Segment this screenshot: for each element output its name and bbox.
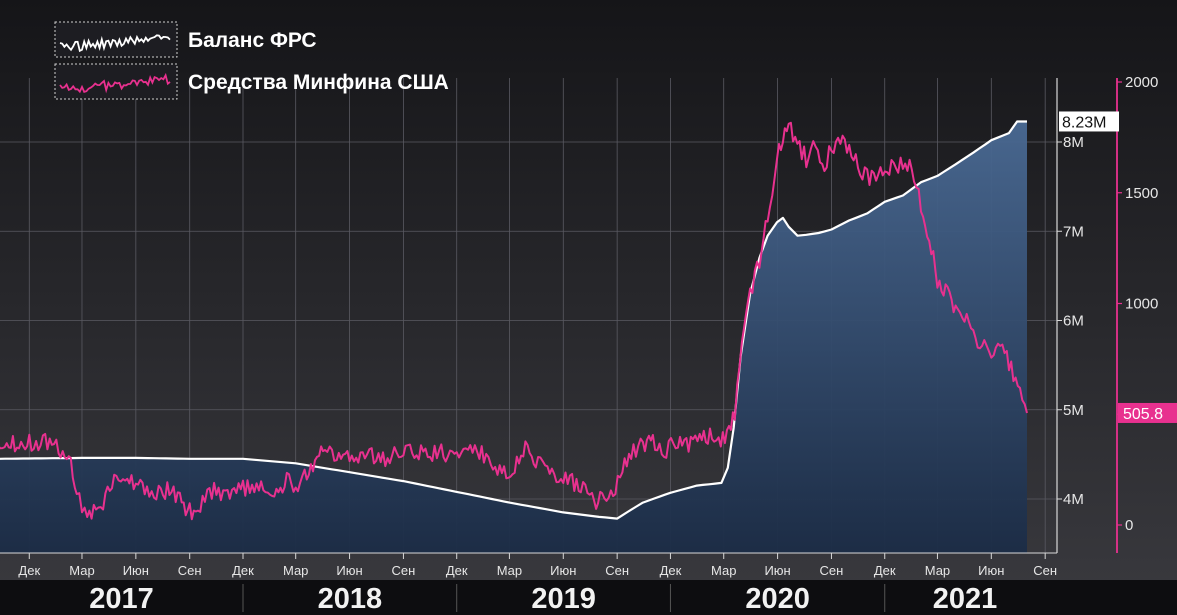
month-tick-label: Сен: [605, 563, 629, 578]
year-label: 2018: [318, 583, 383, 615]
legend-swatch-box: [54, 63, 178, 100]
fed-last-value-badge: [1059, 111, 1119, 132]
legend-swatch-box: [54, 21, 178, 58]
legend: Баланс ФРС Средства Минфина США: [54, 21, 449, 100]
left-axis-tick-label: 6M: [1063, 313, 1084, 330]
month-tick-label: Сен: [1033, 563, 1057, 578]
month-tick-label: Сен: [392, 563, 416, 578]
year-label: 2020: [745, 583, 810, 615]
month-tick-label: Мар: [283, 563, 308, 578]
legend-label: Баланс ФРС: [188, 29, 317, 52]
month-tick-label: Июн: [550, 563, 576, 578]
labels: 4M5M6M7M8M05001000150020008.23M505.8ДекМ…: [0, 74, 1177, 615]
month-tick-label: Дек: [660, 563, 682, 578]
month-tick-label: Мар: [497, 563, 522, 578]
month-tick-label: Июн: [123, 563, 149, 578]
year-label: 2019: [531, 583, 596, 615]
legend-swatch-line: [59, 72, 171, 94]
legend-label: Средства Минфина США: [188, 71, 449, 94]
month-tick-label: Июн: [764, 563, 790, 578]
right-axis-tick-label: 2000: [1125, 74, 1158, 91]
month-tick-label: Сен: [820, 563, 844, 578]
month-tick-label: Дек: [232, 563, 254, 578]
month-tick-label: Дек: [446, 563, 468, 578]
month-tick-label: Мар: [711, 563, 736, 578]
treasury-account-line: [0, 121, 1028, 521]
month-tick-label: Мар: [69, 563, 94, 578]
right-axis-tick-label: 0: [1125, 517, 1133, 534]
legend-swatch-line: [59, 34, 171, 53]
fed-balance-line: [0, 120, 1027, 520]
month-tick-label: Июн: [978, 563, 1004, 578]
year-label: 2017: [89, 583, 154, 615]
month-tick-label: Мар: [925, 563, 950, 578]
left-axis-tick-label: 4M: [1063, 491, 1084, 508]
year-label: 2021: [933, 583, 998, 615]
month-tick-label: Дек: [18, 563, 40, 578]
fed-balance-area: [0, 121, 1027, 553]
left-axis-tick-label: 8M: [1063, 134, 1084, 151]
left-axis-tick-label: 7M: [1063, 223, 1084, 240]
right-axis-tick-label: 1500: [1125, 185, 1158, 202]
fed-last-value-label: 8.23M: [1062, 114, 1106, 131]
month-tick-label: Июн: [336, 563, 362, 578]
tga-last-value-badge: [1118, 402, 1177, 423]
month-tick-label: Дек: [874, 563, 896, 578]
tga-last-value-label: 505.8: [1123, 406, 1163, 423]
left-axis-tick-label: 5M: [1063, 402, 1084, 419]
year-band: [0, 580, 1177, 615]
month-tick-label: Сен: [178, 563, 202, 578]
axes: [0, 78, 1122, 559]
right-axis-tick-label: 1000: [1125, 296, 1158, 313]
